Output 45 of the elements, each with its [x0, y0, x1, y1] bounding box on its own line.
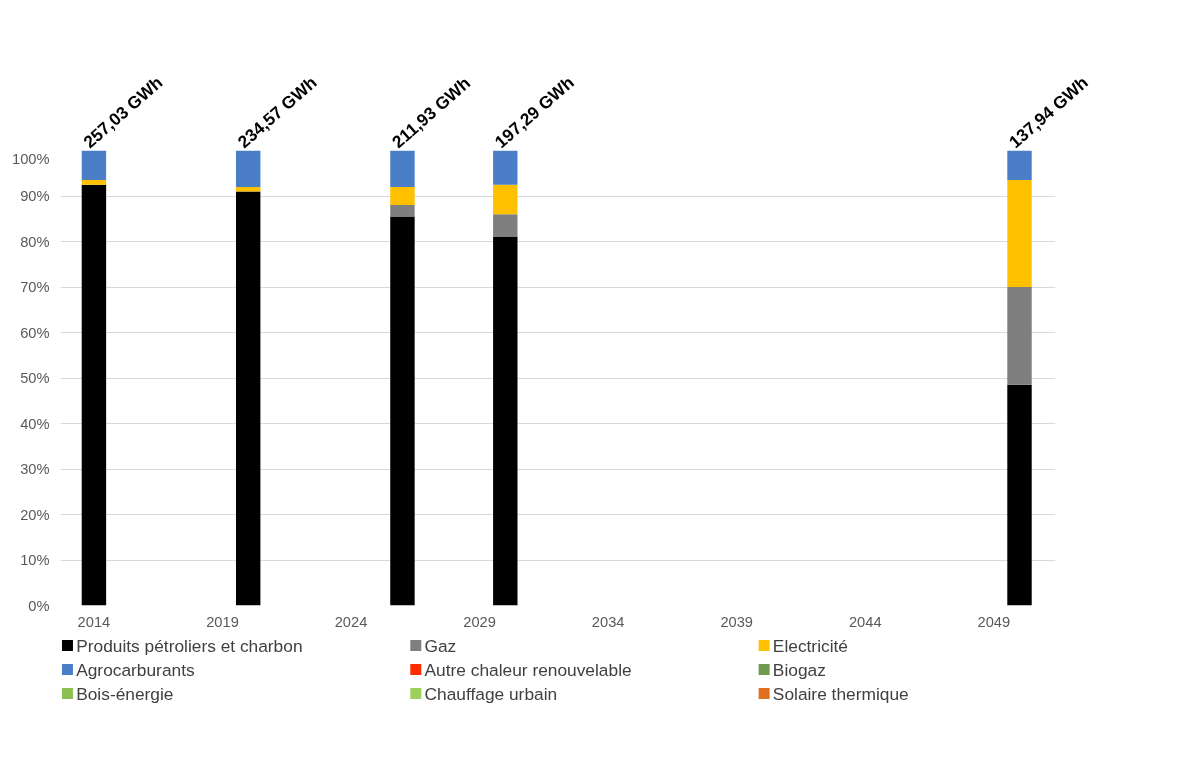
bar	[390, 205, 415, 217]
legend-label: Agrocarburants	[76, 659, 195, 680]
bar	[1007, 384, 1032, 606]
y-tick-label: 40%	[20, 415, 50, 432]
x-tick-label: 2039	[720, 613, 753, 630]
legend-label: Solaire thermique	[772, 683, 909, 704]
bar	[1007, 150, 1032, 181]
bar	[493, 214, 518, 237]
bar	[81, 180, 107, 185]
x-tick-label: 2024	[334, 613, 368, 630]
legend-label: Chauffage urbain	[424, 683, 558, 704]
bar	[390, 216, 415, 606]
y-tick-label: 10%	[20, 552, 50, 568]
x-tick-label: 2049	[977, 613, 1011, 630]
bar	[493, 150, 518, 185]
y-tick-label: 50%	[20, 370, 50, 386]
y-tick-label: 100%	[12, 150, 50, 167]
legend-label: Bois-énergie	[76, 683, 174, 704]
y-tick-label: 60%	[20, 324, 50, 341]
y-tick-label: 0%	[28, 597, 50, 614]
y-tick-label: 90%	[20, 188, 50, 204]
bar	[235, 191, 261, 606]
x-tick-label: 2019	[206, 613, 239, 630]
bar	[493, 236, 518, 606]
bar	[81, 184, 107, 606]
bar	[390, 150, 415, 187]
legend-label: Gaz	[424, 635, 457, 656]
legend-label: Biogaz	[772, 659, 826, 680]
bar	[235, 150, 261, 187]
x-tick-label: 2034	[591, 613, 625, 630]
x-tick-label: 2044	[848, 613, 882, 630]
legend-label: Autre chaleur renouvelable	[424, 659, 632, 680]
bar	[81, 150, 107, 181]
y-tick-label: 80%	[20, 233, 50, 250]
bar	[1007, 287, 1032, 385]
bar	[1007, 180, 1032, 287]
bar	[390, 186, 415, 206]
y-tick-label: 20%	[20, 506, 50, 523]
legend-label: Produits pétroliers et charbon	[76, 635, 303, 656]
x-tick-label: 2029	[463, 613, 496, 630]
x-tick-label: 2014	[77, 613, 111, 630]
y-tick-label: 30%	[20, 461, 50, 477]
legend-label: Electricité	[772, 635, 848, 656]
y-tick-label: 70%	[20, 279, 50, 295]
bar	[493, 184, 518, 215]
